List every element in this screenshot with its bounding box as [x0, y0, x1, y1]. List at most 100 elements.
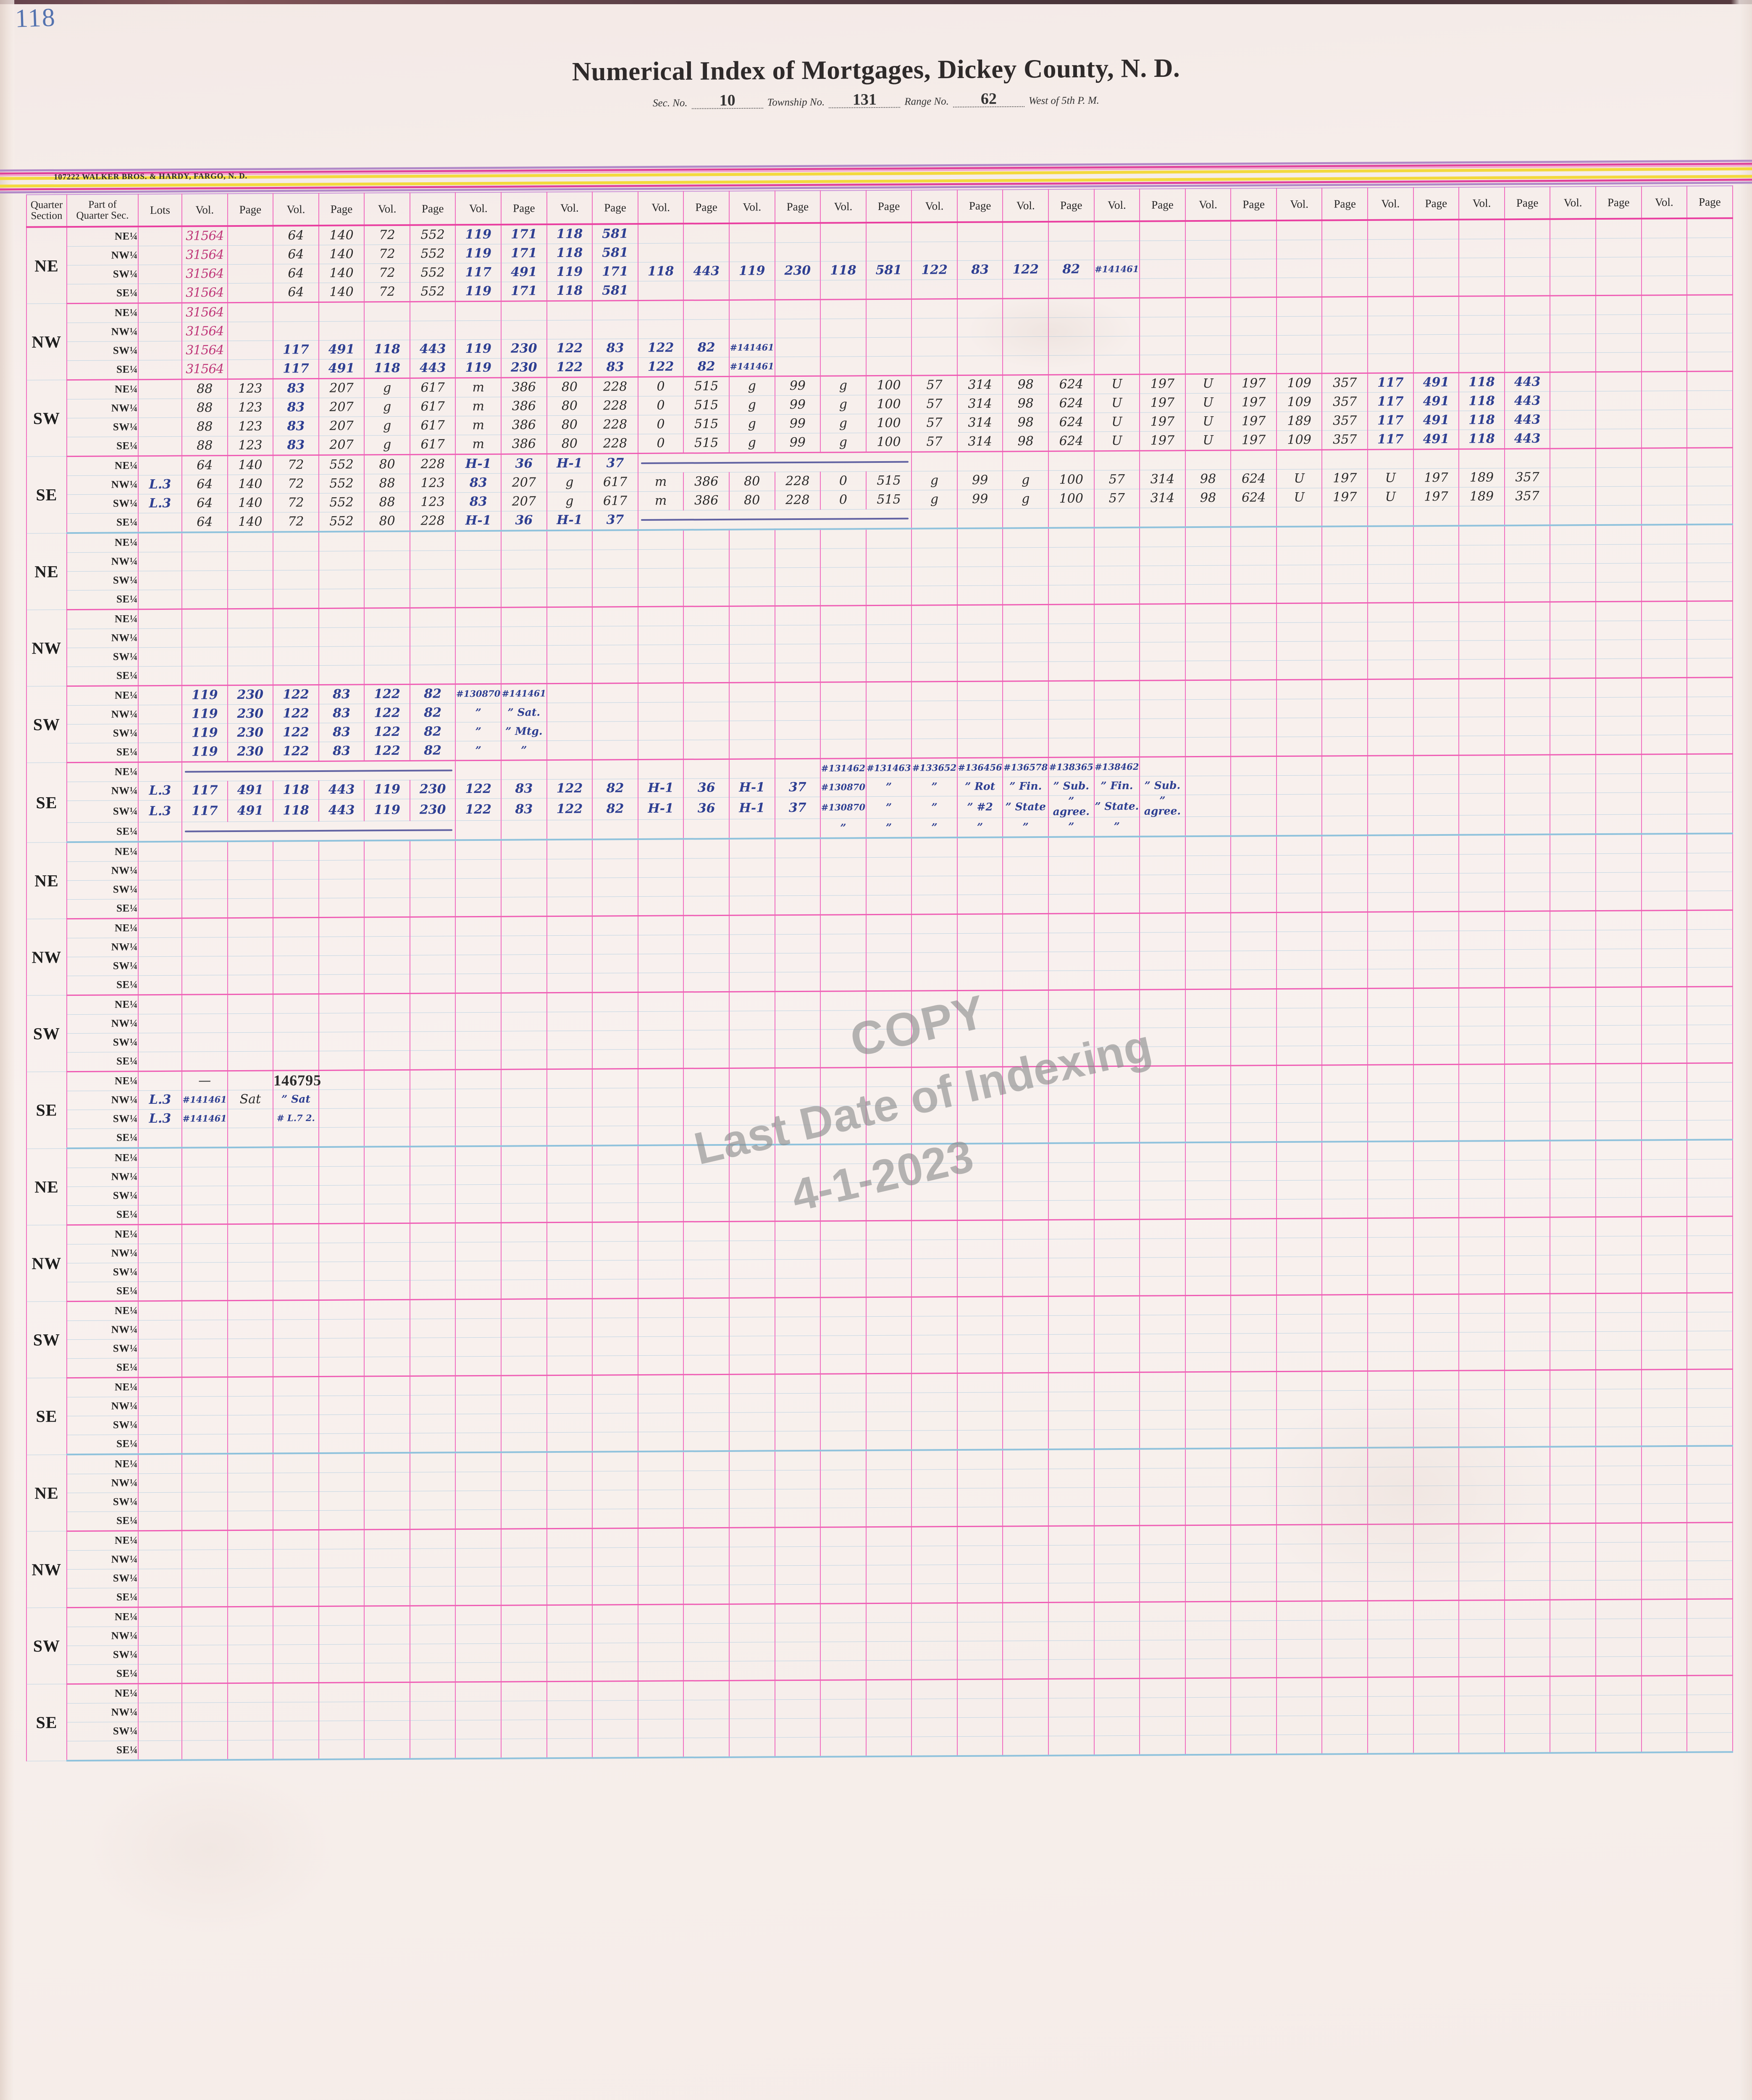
vol-cell-17: [1641, 1580, 1687, 1599]
page-cell-8: [866, 1316, 912, 1336]
vol-cell-1: —: [182, 1071, 228, 1091]
vol-cell-1: [182, 1224, 228, 1244]
cell-value-reference-number: #130870: [456, 688, 501, 699]
vol-cell-12: [1185, 220, 1231, 241]
page-cell-10: [1048, 913, 1094, 933]
vol-cell-12: [1185, 1429, 1231, 1449]
vol-cell-1: 64: [182, 494, 228, 513]
vol-cell-13: [1276, 794, 1322, 816]
vol-cell-8: [820, 1373, 866, 1394]
vol-cell-15: [1459, 793, 1505, 816]
vol-cell-2: [273, 1721, 319, 1740]
cell-value: 552: [329, 495, 354, 510]
vol-cell-17: [1641, 1044, 1687, 1063]
page-cell-3: [410, 897, 456, 917]
cell-value: U: [1111, 376, 1122, 392]
page-cell-11: 197: [1140, 374, 1185, 394]
vol-cell-15: [1459, 1600, 1505, 1620]
cell-value-blue: 83: [469, 475, 487, 491]
vol-cell-15: [1459, 678, 1505, 698]
vol-cell-13: [1276, 1084, 1322, 1104]
page-cell-3: [410, 646, 456, 665]
vol-cell-9: [911, 1488, 957, 1508]
page-cell-10: [1048, 1123, 1094, 1143]
page-cell-9: [957, 222, 1003, 242]
page-cell-2: [318, 1414, 365, 1434]
vol-cell-12: [1185, 1487, 1231, 1506]
masthead: Numerical Index of Mortgages, Dickey Cou…: [0, 53, 1752, 110]
column-header-vol-5: Vol.: [546, 192, 593, 225]
vol-cell-4: [455, 1126, 502, 1147]
vol-cell-14: [1368, 1504, 1413, 1525]
page-cell-16: [1595, 1178, 1642, 1198]
page-cell-12: 197: [1231, 373, 1277, 394]
page-cell-13: [1322, 1352, 1368, 1371]
vol-cell-4: [455, 1299, 502, 1319]
page-cell-6: [683, 1566, 729, 1585]
page-cell-8: [866, 1393, 912, 1412]
page-cell-12: [1231, 1295, 1277, 1315]
page-cell-1: [227, 1167, 273, 1186]
vol-cell-17: [1641, 563, 1687, 582]
part-of-quarter-label: SE¼: [67, 1511, 138, 1531]
vol-cell-4: 119: [455, 282, 502, 302]
page-cell-14: [1413, 1562, 1459, 1581]
vol-cell-7: [729, 934, 775, 954]
cell-value: 57: [1108, 491, 1125, 506]
vol-cell-16: [1550, 1044, 1596, 1064]
page-cell-12: [1231, 335, 1277, 355]
vol-cell-15: [1459, 602, 1505, 622]
vol-cell-5: [546, 740, 593, 760]
vol-cell-14: [1368, 277, 1413, 297]
vol-cell-7: [729, 895, 775, 916]
vol-cell-15: [1459, 621, 1505, 641]
cell-value: 515: [694, 398, 719, 413]
page-cell-2: [318, 1050, 365, 1071]
page-cell-2: [318, 1606, 365, 1626]
page-cell-7: [775, 1489, 821, 1508]
vol-cell-9: [911, 1163, 957, 1183]
page-cell-11: [1140, 816, 1185, 837]
page-cell-4: 83: [501, 798, 547, 821]
page-cell-3: [410, 1662, 456, 1683]
page-cell-12: [1231, 1639, 1277, 1659]
page-cell-5: [592, 1375, 638, 1395]
vol-cell-17: [1641, 697, 1687, 716]
vol-cell-9: [911, 242, 957, 261]
vol-cell-15: [1459, 911, 1505, 931]
column-header-vol-16: Vol.: [1550, 186, 1596, 219]
vol-cell-3: g: [364, 435, 410, 455]
vol-cell-9: [911, 337, 957, 357]
vol-cell-9: [911, 1220, 957, 1240]
page-cell-4: [501, 840, 547, 860]
vol-cell-12: [1185, 565, 1231, 585]
vol-cell-13: [1276, 756, 1322, 776]
vol-cell-3: [364, 936, 410, 956]
vol-cell-17: [1641, 1656, 1687, 1676]
vol-cell-1: #141461: [182, 1109, 228, 1129]
page-cell-10: [1048, 680, 1094, 701]
vol-cell-11: [1094, 527, 1140, 547]
lots-cell: [138, 841, 182, 861]
page-cell-11: [1140, 1506, 1185, 1526]
vol-cell-3: [364, 1414, 410, 1433]
page-cell-6: 515: [683, 376, 729, 396]
vol-cell-3: [364, 898, 410, 917]
vol-cell-12: U: [1185, 412, 1231, 431]
page-cell-11: [1140, 970, 1185, 990]
vol-cell-17: [1641, 833, 1687, 853]
vol-cell-14: [1368, 1657, 1413, 1677]
vol-cell-5: [546, 1528, 593, 1548]
vol-cell-7: [729, 586, 775, 606]
vol-cell-7: [729, 1087, 775, 1107]
page-cell-12: [1231, 1505, 1277, 1525]
vol-cell-17: [1641, 1197, 1687, 1217]
page-cell-16: [1595, 1407, 1642, 1427]
vol-cell-16: [1550, 238, 1596, 258]
page-cell-5: [592, 702, 638, 722]
cell-value-blue: 230: [237, 725, 264, 740]
vol-cell-6: [638, 839, 684, 859]
page-cell-1: [227, 1740, 273, 1760]
vol-cell-16: [1550, 1676, 1596, 1696]
vol-cell-4: [455, 1433, 502, 1453]
